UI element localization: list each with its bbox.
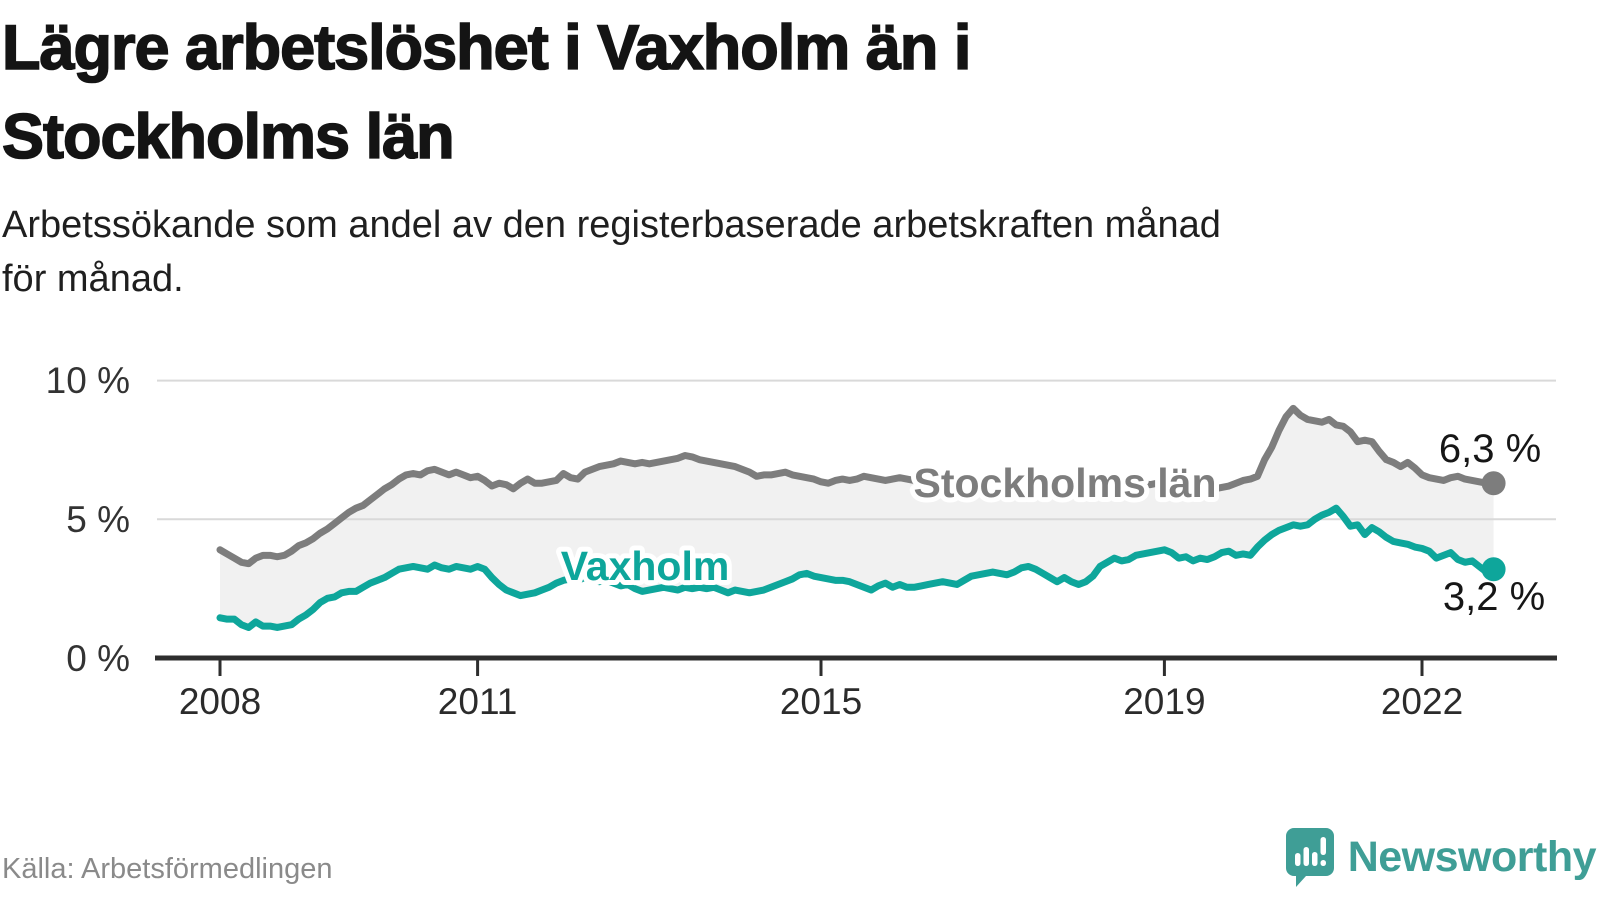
y-tick-label-0: 0 % [66, 638, 130, 679]
end-value-vaxholm: 3,2 % [1443, 575, 1545, 619]
value-labels: 6,3 % 3,2 % [1439, 427, 1545, 619]
x-tick-label-2008: 2008 [179, 681, 261, 722]
x-tick-label-2019: 2019 [1123, 681, 1205, 722]
gridlines [157, 379, 1556, 521]
newsworthy-logo: Newsworthy [1284, 826, 1597, 888]
subtitle-line-1: Arbetssökande som andel av den registerb… [2, 204, 1221, 246]
series-lines [216, 404, 1506, 631]
series-line-vaxholm [216, 504, 1498, 631]
speech-bubble-shape [1285, 828, 1334, 887]
y-axis: 10 % 5 % 0 % [46, 360, 130, 679]
source-note: Källa: Arbetsförmedlingen [2, 853, 333, 885]
chart-subtitle: Arbetssökande som andel av den registerb… [2, 198, 1562, 306]
chart-header: Lägre arbetslöshet i Vaxholm än i Stockh… [1, 4, 1562, 306]
x-tick-label-2015: 2015 [780, 681, 862, 722]
end-value-stockholms-lan: 6,3 % [1439, 427, 1541, 471]
newsworthy-logo-icon [1285, 828, 1334, 887]
series-band-fill [220, 408, 1494, 628]
subtitle-line-2: för månad. [2, 258, 184, 300]
series-label-stockholms-lan: Stockholms län [913, 460, 1216, 506]
newsworthy-logo-text: Newsworthy [1347, 832, 1597, 881]
y-tick-label-5: 5 % [66, 499, 130, 540]
x-tick-label-2011: 2011 [438, 681, 518, 722]
series-labels: Stockholms län Vaxholm [556, 455, 1222, 594]
page-title: Lägre arbetslöshet i Vaxholm än i Stockh… [1, 4, 1562, 182]
series-line-stockholms-lan [216, 404, 1498, 568]
y-tick-label-10: 10 % [46, 360, 130, 401]
title-line-1: Lägre arbetslöshet i Vaxholm än i [1, 12, 972, 84]
title-line-2: Stockholms län [1, 101, 455, 173]
x-axis: 2008 2011 2015 2019 2022 [155, 655, 1557, 722]
end-dot-vaxholm [1481, 557, 1506, 582]
series-label-vaxholm: Vaxholm [561, 543, 730, 589]
end-dot-stockholms-lan [1481, 471, 1506, 496]
x-tick-label-2022: 2022 [1381, 681, 1463, 722]
bar-chart-glyph [1294, 837, 1326, 866]
